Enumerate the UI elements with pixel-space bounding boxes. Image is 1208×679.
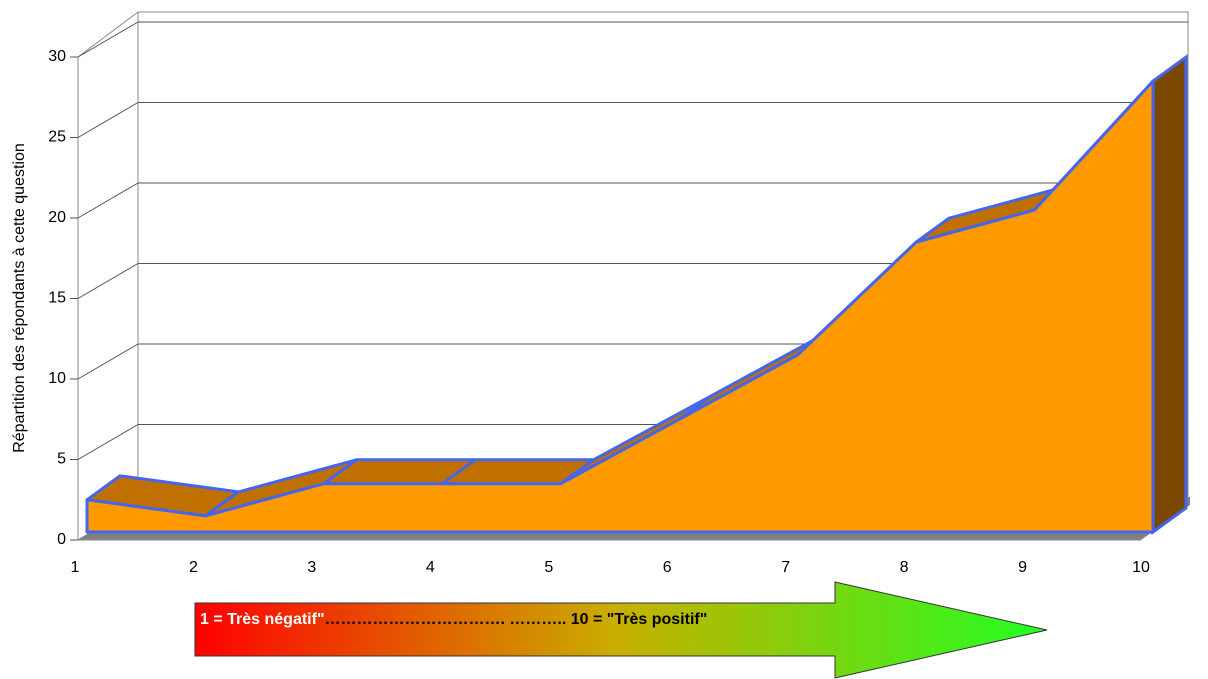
- x-tick-label: 3: [307, 559, 316, 576]
- y-tick-label: 10: [48, 370, 66, 387]
- grid-line: [77, 424, 139, 460]
- x-tick-label: 2: [189, 559, 198, 576]
- wall-edge: [77, 11, 139, 58]
- area-end-face: [1151, 54, 1188, 535]
- arrow: [194, 581, 1048, 679]
- x-tick-label: 1: [71, 559, 80, 576]
- x-tick-label: 10: [1132, 559, 1150, 576]
- x-tick-label: 8: [900, 559, 909, 576]
- y-tick-label: 5: [57, 451, 66, 468]
- area: [85, 79, 1155, 534]
- x-tick-label: 5: [544, 559, 553, 576]
- y-axis-label: Répartition des répondants à cette quest…: [11, 143, 28, 453]
- x-tick-label: 6: [663, 559, 672, 576]
- grid-line: [77, 182, 139, 219]
- y-tick-label: 15: [48, 290, 66, 307]
- annotation-part: 1 = Très négatif": [200, 611, 325, 628]
- grid-line: [77, 102, 139, 138]
- x-tick-label: 9: [1018, 559, 1027, 576]
- grid-line: [77, 343, 139, 380]
- grid-line: [77, 263, 139, 299]
- y-tick-label: 20: [48, 209, 66, 226]
- x-tick-label: 4: [426, 559, 435, 576]
- grid-line: [77, 21, 139, 58]
- annotation-part: ……………………………. ……….. 10 = "Très positif": [325, 611, 708, 628]
- y-tick-label: 0: [57, 531, 66, 548]
- annotation: 1 = Très négatif"……………………………. ……….. 10 =…: [200, 611, 707, 628]
- y-tick-label: 25: [48, 129, 66, 146]
- x-tick-label: 7: [781, 559, 790, 576]
- y-tick-label: 30: [48, 48, 66, 65]
